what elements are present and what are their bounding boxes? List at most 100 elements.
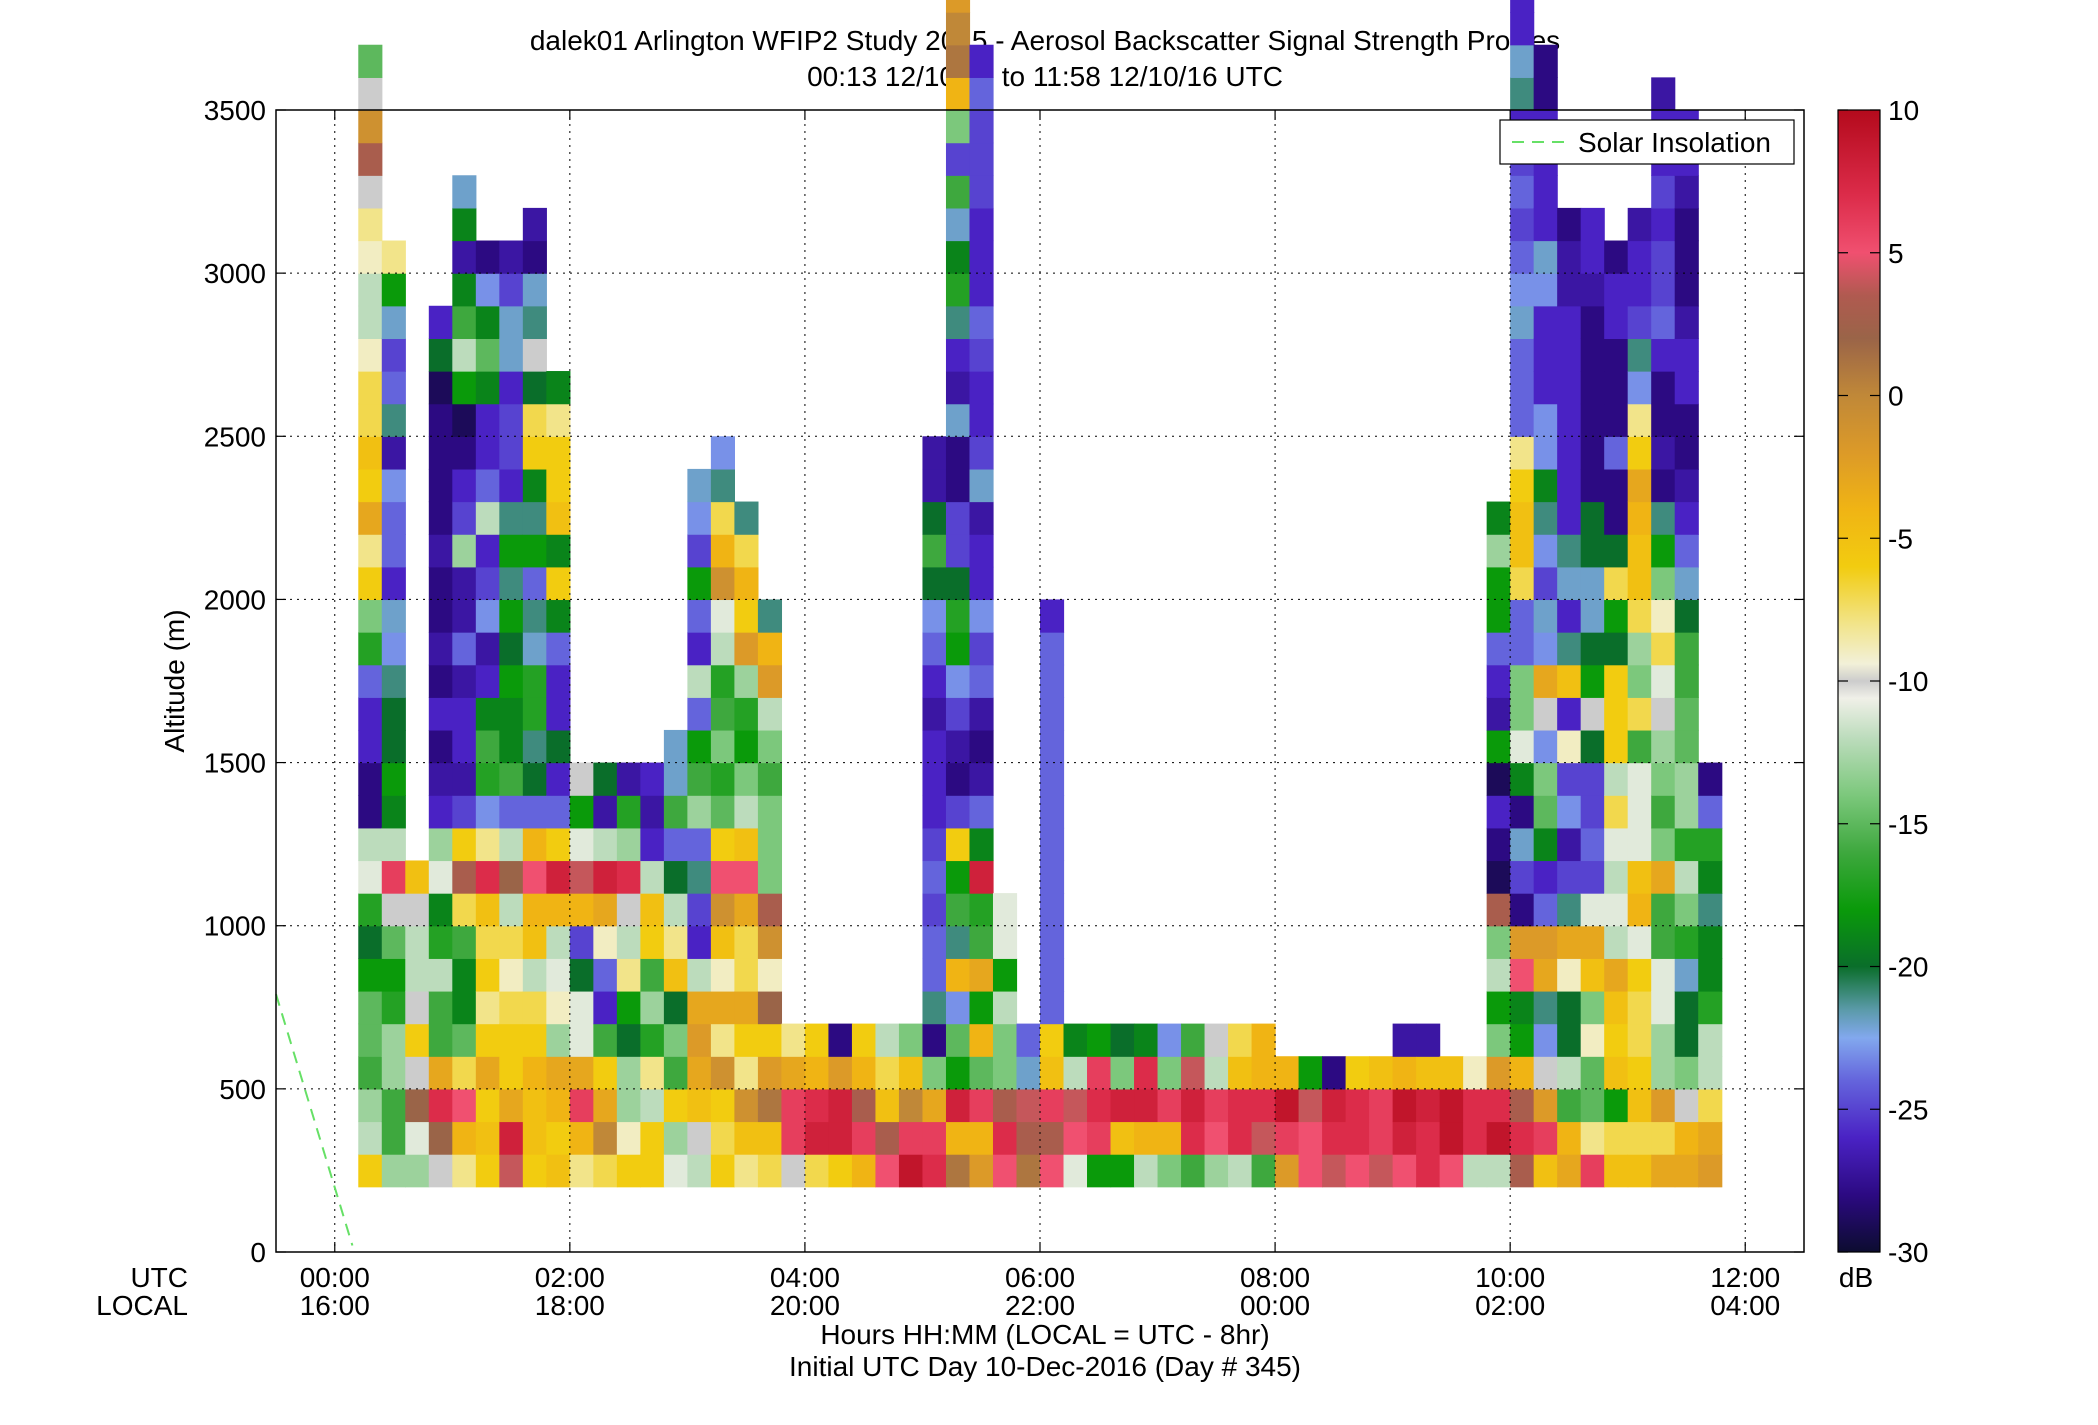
heatmap-cell xyxy=(452,860,477,894)
heatmap-cell xyxy=(546,371,571,405)
heatmap-cell xyxy=(663,990,688,1025)
heatmap-cell xyxy=(969,762,994,796)
heatmap-cell xyxy=(804,1154,830,1188)
heatmap-cell xyxy=(452,632,477,666)
heatmap-cell xyxy=(875,1056,900,1090)
heatmap-cell xyxy=(1627,1056,1652,1090)
heatmap-cell xyxy=(640,1056,665,1090)
heatmap-cell xyxy=(452,403,477,437)
heatmap-cell xyxy=(475,240,500,274)
heatmap-cell xyxy=(475,762,500,796)
heatmap-cell xyxy=(1651,436,1676,470)
heatmap-cell xyxy=(1674,762,1699,796)
heatmap-cell xyxy=(358,1121,383,1155)
heatmap-cell xyxy=(381,1056,406,1090)
heatmap-cell xyxy=(1533,468,1558,503)
heatmap-cell xyxy=(1651,175,1676,209)
heatmap-cell xyxy=(640,827,665,862)
heatmap-cell xyxy=(381,762,406,796)
heatmap-cell xyxy=(710,1088,735,1123)
heatmap-cell xyxy=(1674,632,1699,666)
heatmap-cell xyxy=(1016,1056,1041,1090)
heatmap-cell xyxy=(687,566,712,601)
heatmap-cell xyxy=(898,1154,924,1188)
heatmap-cell xyxy=(1580,305,1605,339)
heatmap-cell xyxy=(922,827,947,862)
heatmap-cell xyxy=(1510,599,1535,633)
heatmap-cell xyxy=(969,207,994,242)
heatmap-cell xyxy=(522,795,547,829)
heatmap-cell xyxy=(1651,893,1676,927)
heatmap-cell xyxy=(1627,240,1652,274)
heatmap-cell xyxy=(1533,697,1558,731)
heatmap-cell xyxy=(1228,1023,1253,1057)
heatmap-cell xyxy=(1275,1154,1300,1188)
heatmap-cell xyxy=(1674,566,1699,601)
heatmap-cell xyxy=(546,990,571,1025)
heatmap-cell xyxy=(1557,1121,1582,1155)
heatmap-cell xyxy=(1533,566,1558,601)
heatmap-cell xyxy=(1604,697,1629,731)
heatmap-cell xyxy=(1674,273,1699,307)
heatmap-cell xyxy=(851,1088,877,1123)
heatmap-cell xyxy=(358,175,383,209)
heatmap-cell xyxy=(757,860,783,894)
heatmap-cell xyxy=(569,990,594,1025)
heatmap-cell xyxy=(358,273,383,307)
colorbar-tick-label: -5 xyxy=(1888,523,1913,554)
heatmap-cell xyxy=(1040,990,1065,1025)
heatmap-cell xyxy=(1228,1154,1253,1188)
heatmap-cell xyxy=(569,1088,594,1123)
heatmap-cell xyxy=(757,632,783,666)
heatmap-cell xyxy=(1157,1056,1182,1090)
heatmap-cell xyxy=(1533,273,1558,307)
heatmap-cell xyxy=(522,599,547,633)
heatmap-cells xyxy=(358,0,1723,1188)
heatmap-cell xyxy=(1698,860,1723,894)
heatmap-cell xyxy=(475,305,500,339)
heatmap-cell xyxy=(710,1154,735,1188)
heatmap-cell xyxy=(405,1023,430,1057)
heatmap-cell xyxy=(1580,827,1605,862)
heatmap-cell xyxy=(969,990,994,1025)
heatmap-cell xyxy=(804,1023,830,1057)
heatmap-cell xyxy=(898,1056,924,1090)
heatmap-cell xyxy=(1087,1088,1112,1123)
heatmap-cell xyxy=(757,729,783,764)
heatmap-cell xyxy=(452,697,477,731)
heatmap-cell xyxy=(522,1088,547,1123)
heatmap-cell xyxy=(1604,403,1629,437)
heatmap-cell xyxy=(781,1088,806,1123)
heatmap-cell xyxy=(945,77,971,111)
heatmap-cell xyxy=(734,795,759,829)
heatmap-cell xyxy=(1604,958,1629,992)
heatmap-cell xyxy=(358,338,383,372)
heatmap-cell xyxy=(992,1088,1018,1123)
heatmap-cell xyxy=(428,305,453,339)
heatmap-cell xyxy=(757,697,783,731)
heatmap-cell xyxy=(945,12,971,46)
heatmap-cell xyxy=(1651,305,1676,339)
heatmap-cell xyxy=(428,403,453,437)
heatmap-cell xyxy=(1698,1023,1723,1057)
heatmap-cell xyxy=(1557,599,1582,633)
heatmap-cell xyxy=(734,697,759,731)
heatmap-cell xyxy=(452,273,477,307)
heatmap-cell xyxy=(969,338,994,372)
heatmap-cell xyxy=(428,632,453,666)
heatmap-cell xyxy=(945,860,971,894)
heatmap-cell xyxy=(569,1154,594,1188)
heatmap-cell xyxy=(1228,1088,1253,1123)
heatmap-cell xyxy=(569,958,594,992)
heatmap-cell xyxy=(452,468,477,503)
heatmap-cell xyxy=(1486,729,1511,764)
heatmap-cell xyxy=(358,925,383,959)
heatmap-cell xyxy=(663,893,688,927)
heatmap-cell xyxy=(663,1154,688,1188)
heatmap-cell xyxy=(945,338,971,372)
heatmap-cell xyxy=(428,1023,453,1057)
heatmap-cell xyxy=(734,1088,759,1123)
heatmap-cell xyxy=(945,1121,971,1155)
heatmap-cell xyxy=(522,371,547,405)
heatmap-cell xyxy=(640,1121,665,1155)
